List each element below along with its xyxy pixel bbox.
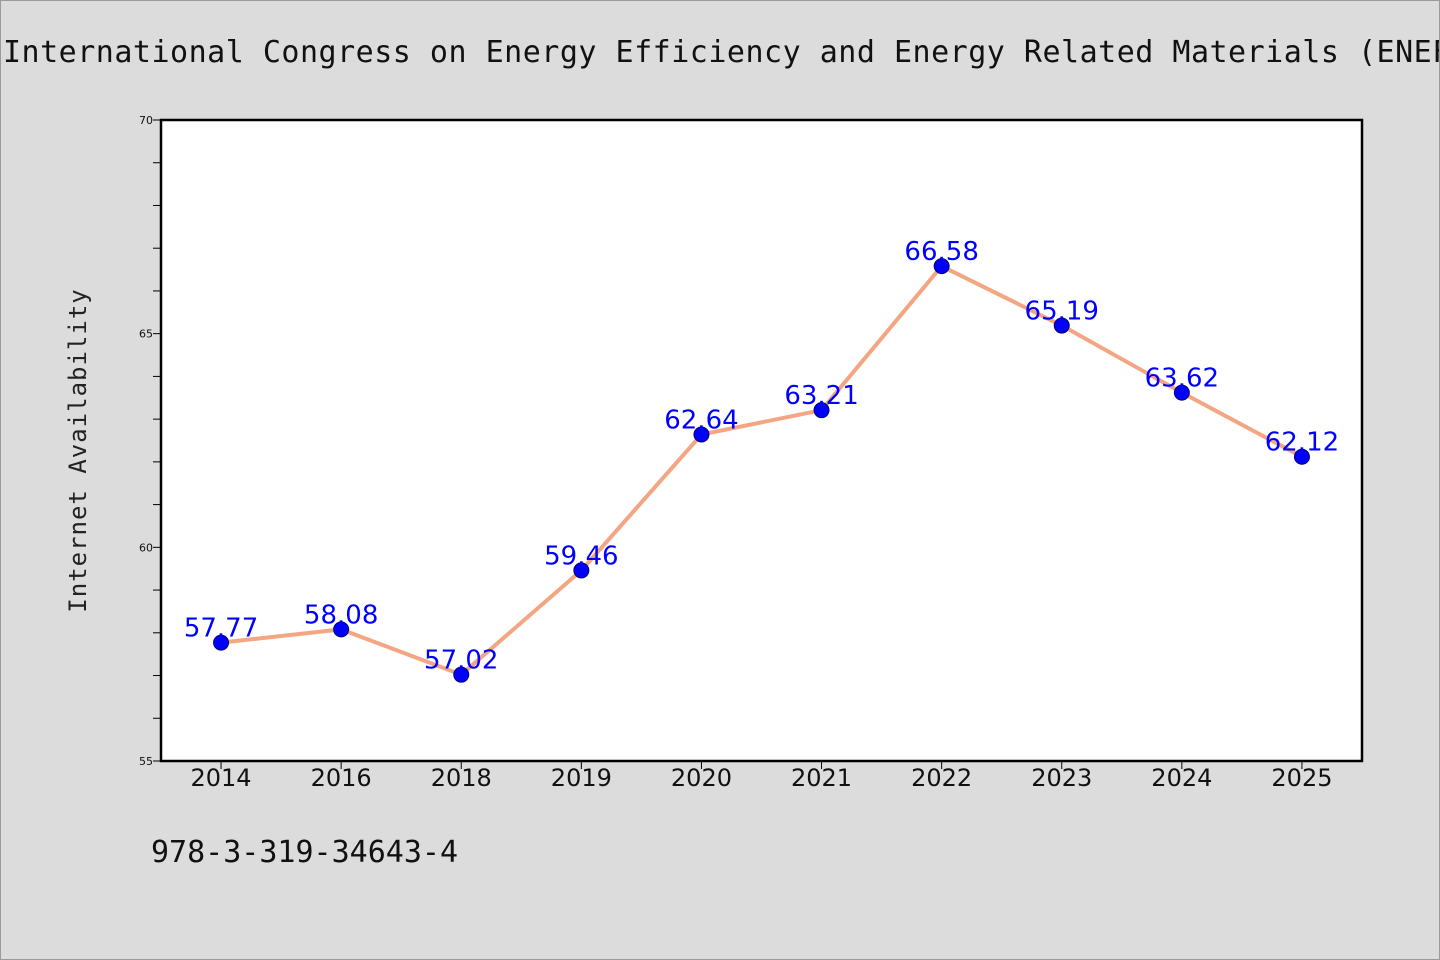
y-tick-label: 55 [139,755,153,768]
x-tick-label: 2022 [911,764,972,792]
plot-area [159,118,1364,763]
data-label: 65.19 [1025,297,1099,327]
y-tick-label: 65 [139,328,153,341]
data-label: 62.64 [664,406,738,436]
y-tick-label: 60 [139,541,153,554]
y-axis-label: Internet Availability [64,288,92,612]
isbn-text: 978-3-319-34643-4 [151,835,459,870]
data-point [1293,448,1310,465]
data-point [813,402,830,419]
data-label: 66.58 [904,237,978,267]
data-point [573,562,590,579]
data-point [933,258,950,275]
data-point [213,634,230,651]
chart-title: International Congress on Energy Efficie… [3,35,1440,70]
x-tick-label: 2023 [1031,764,1092,792]
x-tick-label: 2018 [431,764,492,792]
x-tick-label: 2020 [671,764,732,792]
data-label: 62.12 [1265,428,1339,458]
x-tick-label: 2014 [191,764,252,792]
data-label: 57.02 [424,646,498,676]
data-point [1053,317,1070,334]
y-tick-label: 70 [139,114,153,127]
x-tick-label: 2019 [551,764,612,792]
x-tick-label: 2016 [311,764,372,792]
x-tick-label: 2025 [1271,764,1332,792]
data-label: 59.46 [544,541,618,571]
data-point [693,426,710,443]
data-label: 63.21 [784,381,858,411]
data-point [1173,384,1190,401]
data-label: 63.62 [1145,364,1219,394]
data-point [333,621,350,638]
data-point [453,666,470,683]
x-tick-label: 2024 [1151,764,1212,792]
data-label: 57.77 [184,614,258,644]
data-label: 58.08 [304,600,378,630]
x-tick-label: 2021 [791,764,852,792]
series-line [219,264,1304,677]
